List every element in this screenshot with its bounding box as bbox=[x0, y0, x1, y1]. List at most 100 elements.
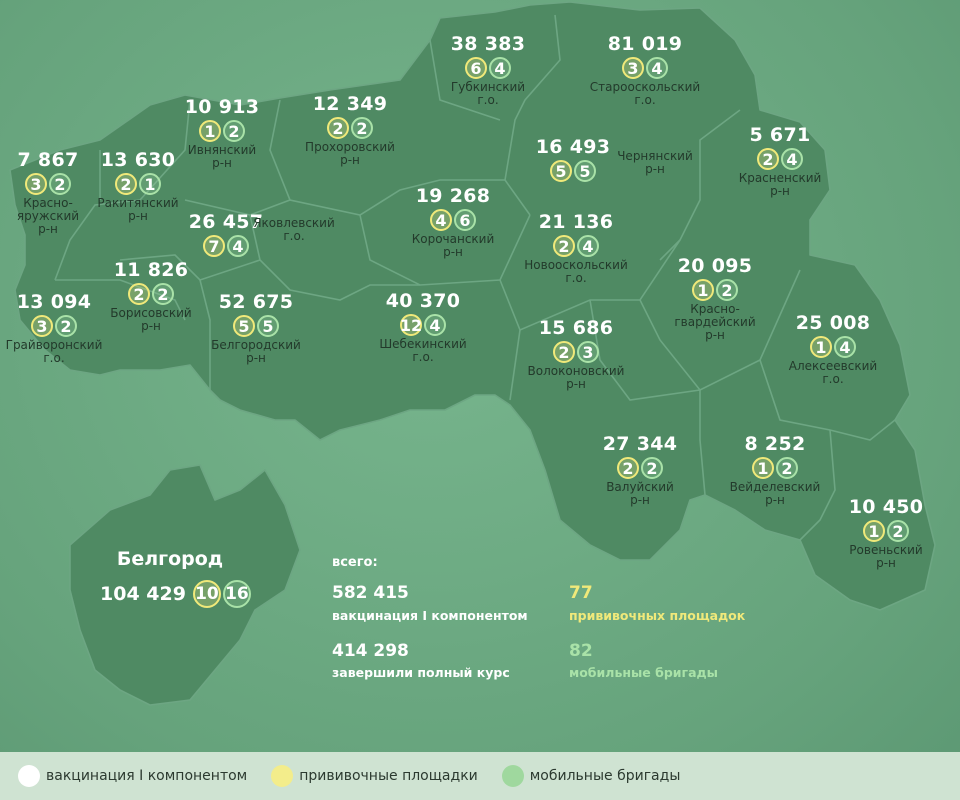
brigades-badge: 4 bbox=[781, 148, 803, 170]
sites-badge: 1 bbox=[863, 520, 885, 542]
city-sites-badge: 10 bbox=[192, 580, 221, 608]
sites-badge: 2 bbox=[553, 341, 575, 363]
sites-badge: 6 bbox=[465, 57, 487, 79]
belgorod-city-outline bbox=[69, 464, 301, 706]
brigades-badge: 2 bbox=[351, 117, 373, 139]
sites-badge: 2 bbox=[327, 117, 349, 139]
sites-badge: 2 bbox=[128, 283, 150, 305]
vaccination-count: 12 349 bbox=[312, 93, 388, 115]
sites-badge: 3 bbox=[25, 173, 47, 195]
district-name: Новооскольский г.о. bbox=[524, 258, 628, 285]
legend-label: прививочные площадки bbox=[299, 768, 478, 784]
city-name: Белгород bbox=[116, 548, 224, 570]
sites-badge: 3 bbox=[622, 57, 644, 79]
total-sites-label: прививочных площадок bbox=[569, 608, 746, 623]
legend-item-brigades: мобильные бригады bbox=[501, 765, 681, 787]
district-name: Вейделевский р-н bbox=[729, 480, 821, 507]
total-sites-value: 77 bbox=[569, 583, 593, 603]
legend-label: мобильные бригады bbox=[529, 768, 681, 784]
vaccination-count: 5 671 bbox=[749, 124, 811, 146]
sites-badge: 2 bbox=[553, 235, 575, 257]
district-name: Алексеевский г.о. bbox=[788, 359, 878, 386]
brigades-badge: 2 bbox=[223, 120, 245, 142]
district-name: Борисовский р-н bbox=[110, 306, 192, 333]
district-name: Ивнянский р-н bbox=[187, 143, 257, 170]
brigades-badge: 2 bbox=[641, 457, 663, 479]
sites-badge: 1 bbox=[692, 279, 714, 301]
brigades-badge: 4 bbox=[577, 235, 599, 257]
vaccination-count: 16 493 bbox=[535, 136, 611, 158]
vaccination-count: 10 913 bbox=[184, 96, 260, 118]
city-brigades-badge: 16 bbox=[222, 580, 251, 608]
district-name: Корочанский р-н bbox=[411, 232, 495, 259]
district-name: Грайворонский г.о. bbox=[5, 338, 103, 365]
yellow-dot-icon bbox=[271, 765, 294, 787]
district-name: Чернянский р-н bbox=[617, 149, 693, 176]
legend-item-sites: прививочные площадки bbox=[271, 765, 478, 787]
sites-badge: 5 bbox=[233, 315, 255, 337]
brigades-badge: 4 bbox=[424, 314, 446, 336]
brigades-badge: 6 bbox=[454, 209, 476, 231]
sites-badge: 2 bbox=[617, 457, 639, 479]
district-name: Шебекинский г.о. bbox=[379, 337, 467, 364]
brigades-badge: 4 bbox=[489, 57, 511, 79]
sites-badge: 2 bbox=[757, 148, 779, 170]
brigades-badge: 3 bbox=[577, 341, 599, 363]
brigades-badge: 4 bbox=[834, 336, 856, 358]
vaccination-count: 40 370 bbox=[385, 290, 461, 312]
vaccination-count: 52 675 bbox=[218, 291, 294, 313]
green-dot-icon bbox=[501, 765, 524, 787]
city-stats: 104 429 10 16 bbox=[100, 580, 252, 608]
district-name: Яковлевский г.о. bbox=[253, 216, 335, 243]
vaccination-count: 13 630 bbox=[100, 149, 176, 171]
sites-badge: 1 bbox=[810, 336, 832, 358]
brigades-badge: 1 bbox=[139, 173, 161, 195]
sites-badge: 1 bbox=[199, 120, 221, 142]
sites-badge: 12 bbox=[399, 314, 423, 336]
vaccination-count: 20 095 bbox=[677, 255, 753, 277]
brigades-badge: 2 bbox=[152, 283, 174, 305]
vaccination-count: 8 252 bbox=[744, 433, 806, 455]
vaccination-count: 19 268 bbox=[415, 185, 491, 207]
district-name: Красно- яружский р-н bbox=[16, 196, 80, 236]
brigades-badge: 2 bbox=[49, 173, 71, 195]
vaccination-count: 15 686 bbox=[538, 317, 614, 339]
district-name: Красненский р-н bbox=[738, 171, 822, 198]
district-borders bbox=[54, 14, 896, 541]
sites-badge: 4 bbox=[430, 209, 452, 231]
total-completed-label: завершили полный курс bbox=[332, 665, 510, 680]
district-name: Валуйский р-н bbox=[606, 480, 674, 507]
sites-badge: 5 bbox=[550, 160, 572, 182]
vaccination-count: 21 136 bbox=[538, 211, 614, 233]
legend-label: вакцинация I компонентом bbox=[46, 768, 248, 784]
district-name: Прохоровский р-н bbox=[305, 140, 395, 167]
total-completed-value: 414 298 bbox=[332, 641, 409, 661]
sites-badge: 2 bbox=[115, 173, 137, 195]
brigades-badge: 2 bbox=[776, 457, 798, 479]
vaccination-count: 26 457 bbox=[188, 211, 264, 233]
vaccination-count: 81 019 bbox=[607, 33, 683, 55]
sites-badge: 3 bbox=[31, 315, 53, 337]
total-vaccinated-label: вакцинация I компонентом bbox=[332, 608, 528, 623]
district-name: Ровеньский р-н bbox=[849, 543, 923, 570]
brigades-badge: 5 bbox=[257, 315, 279, 337]
city-vaccination-count: 104 429 bbox=[100, 583, 186, 605]
vaccination-count: 38 383 bbox=[450, 33, 526, 55]
